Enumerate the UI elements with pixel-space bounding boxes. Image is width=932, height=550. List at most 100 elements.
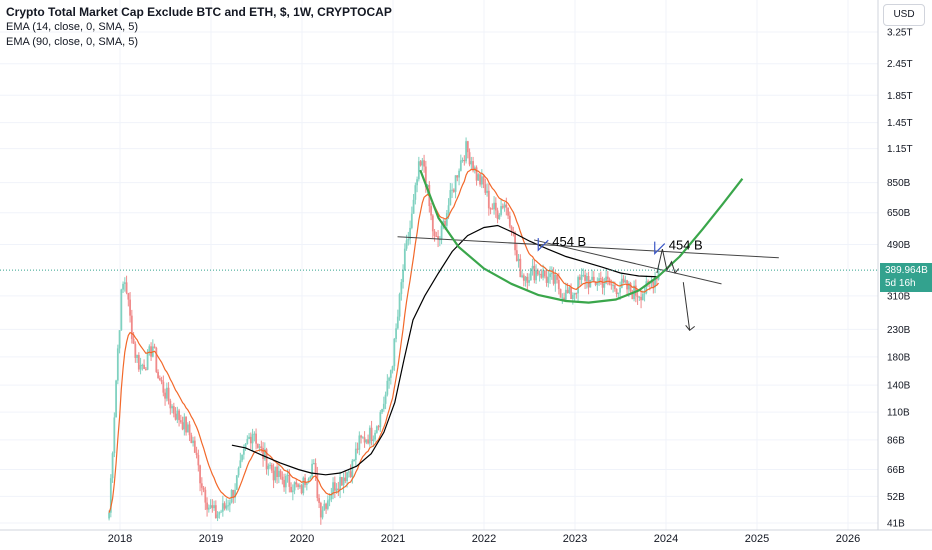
time-axis[interactable]: 2018 2019 2020 2021 2022 2023 2024 2025 2026 <box>0 529 932 550</box>
candle-body <box>115 380 117 418</box>
candle-body <box>606 276 609 280</box>
candle-body <box>431 215 434 232</box>
candle-body <box>164 392 166 399</box>
candle-body <box>132 338 135 344</box>
candle-body <box>330 494 333 500</box>
candle-body <box>417 161 420 180</box>
candle-body <box>176 410 179 420</box>
candle-body <box>610 284 613 286</box>
candle-body <box>143 364 145 369</box>
candle-body <box>165 387 168 399</box>
ema-14-legend[interactable]: EMA (14, close, 0, SMA, 5) <box>6 21 139 33</box>
price-tick-label: 52B <box>887 492 905 503</box>
candle-body <box>557 279 560 290</box>
candle-body <box>564 289 567 300</box>
candle-body <box>451 189 453 191</box>
candle-body <box>270 464 273 471</box>
annotation-check <box>654 241 666 256</box>
candle-body <box>298 485 301 487</box>
candle-body <box>494 202 497 211</box>
candle-body <box>463 159 466 162</box>
ema-90-legend[interactable]: EMA (90, close, 0, SMA, 5) <box>6 36 139 48</box>
candle-body <box>486 190 488 193</box>
candle-body <box>517 258 520 261</box>
candle-body <box>480 176 483 185</box>
candle-body <box>207 507 210 510</box>
candle-body <box>550 273 553 275</box>
candle-body <box>528 280 530 283</box>
candle-body <box>174 413 177 420</box>
candle-body <box>654 276 656 288</box>
candle-body <box>379 412 382 428</box>
candle-body <box>519 258 522 278</box>
candle-body <box>403 248 406 271</box>
candle-body <box>232 489 235 498</box>
candle-body <box>276 466 278 477</box>
candle-body <box>466 141 469 153</box>
candle-body <box>629 283 632 292</box>
currency-button[interactable]: USD <box>883 4 925 26</box>
candle-body <box>624 280 627 283</box>
candle-body <box>199 465 201 484</box>
candle-body <box>358 435 361 450</box>
candle-body <box>487 190 490 209</box>
candle-body <box>398 294 401 317</box>
candle-body <box>347 471 350 473</box>
symbol-title[interactable]: Crypto Total Market Cap Exclude BTC and … <box>6 5 392 19</box>
candle-body <box>148 346 151 352</box>
candle-body <box>263 449 266 459</box>
ema-90-line <box>231 224 659 476</box>
candle-body <box>272 470 275 481</box>
candle-body <box>291 490 294 493</box>
candle-body <box>137 355 140 370</box>
candle-body <box>365 439 368 443</box>
price-tick-label: 1.45T <box>887 118 913 129</box>
candle-body <box>482 176 485 185</box>
candle-body <box>636 295 639 298</box>
price-tick-label: 1.85T <box>887 91 913 102</box>
candle-body <box>316 474 319 499</box>
candle-body <box>458 170 460 178</box>
candle-body <box>545 276 548 283</box>
projection-sketch <box>656 248 680 275</box>
candle-body <box>426 185 429 188</box>
candle-body <box>293 482 296 491</box>
candle-body <box>300 485 303 494</box>
candle-body <box>179 420 182 423</box>
candle-body <box>584 274 586 281</box>
candle-body <box>556 274 558 280</box>
candle-body <box>589 279 592 288</box>
candle-body <box>510 226 513 232</box>
candle-body <box>503 204 506 208</box>
candle-body <box>363 437 366 443</box>
candle-body <box>160 380 163 382</box>
candle-body <box>340 476 343 486</box>
price-tick-label: 86B <box>887 435 905 446</box>
candle-body <box>493 202 495 210</box>
candle-body <box>251 434 254 444</box>
candle-body <box>288 474 291 487</box>
candle-body <box>171 406 173 409</box>
candle-body <box>127 292 130 300</box>
candle-body <box>568 287 571 294</box>
candle-body <box>239 460 242 468</box>
bar-countdown: 5d 16h <box>885 278 916 289</box>
candle-body <box>162 381 165 393</box>
candle-body <box>515 250 518 261</box>
candle-body <box>599 278 602 280</box>
time-tick-label: 2019 <box>199 533 223 545</box>
candle-body <box>384 394 387 404</box>
candle-body <box>414 185 417 200</box>
time-tick-label: 2023 <box>563 533 587 545</box>
price-tick-label: 41B <box>887 519 905 530</box>
candle-body <box>242 448 245 455</box>
candle-body <box>172 406 175 414</box>
candle-body <box>335 488 338 491</box>
candle-body <box>255 433 257 444</box>
candle-body <box>402 270 404 283</box>
candle-body <box>218 512 221 515</box>
candle-body <box>468 152 471 165</box>
candle-body <box>290 486 292 493</box>
